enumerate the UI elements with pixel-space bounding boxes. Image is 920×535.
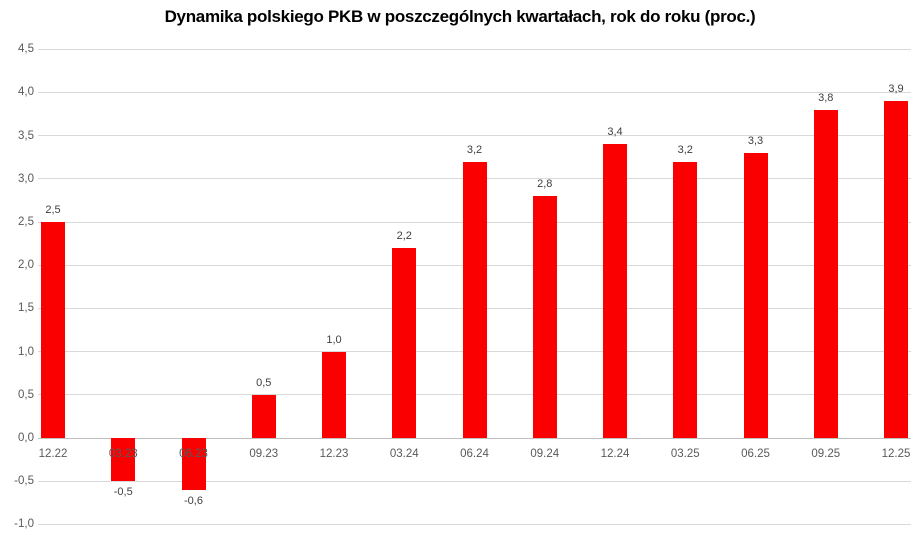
- x-axis-tick-label: 12.23: [319, 448, 349, 460]
- bar: [813, 109, 838, 438]
- chart-title: Dynamika polskiego PKB w poszczególnych …: [164, 7, 756, 26]
- bar: [462, 161, 487, 438]
- x-axis-tick-label: 03.24: [389, 448, 419, 460]
- y-axis-tick-label: 1,5: [18, 302, 34, 315]
- bar: [884, 101, 908, 438]
- gridline: [38, 523, 911, 525]
- bar-value-label: 3,2: [466, 143, 483, 156]
- bar: [532, 196, 557, 438]
- bar: [41, 222, 65, 438]
- bar: [603, 144, 627, 438]
- x-axis-tick-label: 09.23: [249, 448, 279, 460]
- x-axis-tick-label: 06.24: [460, 448, 489, 460]
- bar-value-label: 0,5: [256, 376, 272, 389]
- gridline: [38, 135, 911, 137]
- gridline: [38, 91, 911, 93]
- bar: [111, 438, 136, 482]
- bar: [743, 152, 768, 438]
- gridline: [38, 480, 911, 482]
- bar-value-label: 2,2: [396, 229, 412, 242]
- x-axis-tick-label: 03.23: [108, 448, 138, 460]
- bar-value-label: 3,9: [888, 83, 904, 96]
- y-axis-tick-label: 3,0: [18, 172, 34, 185]
- zero-axis-line: [38, 437, 911, 439]
- bar-value-label: 3,3: [747, 134, 764, 147]
- bar: [322, 351, 346, 438]
- y-axis-tick-label: -0,5: [14, 475, 34, 488]
- x-axis-tick-label: 03.25: [670, 448, 700, 460]
- bar-value-label: 3,2: [677, 143, 693, 156]
- x-axis-tick-label: 06.25: [741, 448, 770, 460]
- x-axis-tick-label: 12.24: [600, 448, 630, 460]
- y-axis-tick-label: 4,0: [18, 86, 34, 99]
- y-axis-tick-label: 1,0: [18, 345, 34, 358]
- y-axis-tick-label: 2,5: [18, 216, 34, 228]
- y-axis-tick-label: 0,5: [18, 388, 34, 401]
- bar: [251, 394, 276, 438]
- x-axis-tick-label: 12.22: [38, 448, 68, 460]
- y-axis-tick-label: 0,0: [18, 432, 34, 444]
- y-axis-tick-label: 2,0: [18, 259, 34, 272]
- bar-value-label: 2,5: [45, 204, 61, 216]
- y-axis-tick-label: 3,5: [18, 129, 34, 142]
- bar-value-label: 2,8: [537, 178, 553, 191]
- x-axis-tick-label: 12.25: [881, 448, 911, 460]
- bar: [181, 438, 206, 490]
- bar: [392, 247, 417, 438]
- bar-value-label: -0,5: [113, 486, 133, 499]
- x-axis-tick-label: 09.24: [530, 448, 560, 460]
- y-axis-tick-label: 4,5: [18, 43, 34, 56]
- y-axis-tick-label: -1,0: [14, 518, 34, 531]
- bar-value-label: 1,0: [326, 333, 342, 346]
- bar-value-label: 3,8: [818, 91, 834, 104]
- x-axis-tick-label: 09.25: [811, 448, 841, 460]
- bar-value-label: 3,4: [607, 126, 623, 139]
- bar: [673, 161, 698, 438]
- gridline: [38, 48, 911, 50]
- bar-value-label: -0,6: [184, 494, 203, 507]
- x-axis-tick-label: 06.23: [179, 448, 208, 460]
